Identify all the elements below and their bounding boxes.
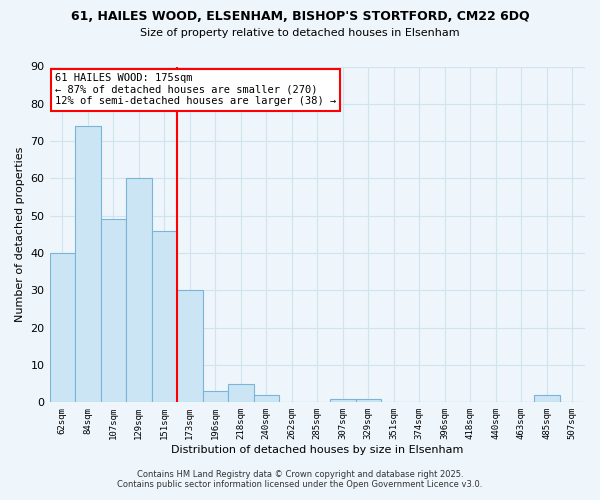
Y-axis label: Number of detached properties: Number of detached properties xyxy=(15,146,25,322)
Bar xyxy=(228,384,254,402)
Text: 61, HAILES WOOD, ELSENHAM, BISHOP'S STORTFORD, CM22 6DQ: 61, HAILES WOOD, ELSENHAM, BISHOP'S STOR… xyxy=(71,10,529,23)
Text: 61 HAILES WOOD: 175sqm
← 87% of detached houses are smaller (270)
12% of semi-de: 61 HAILES WOOD: 175sqm ← 87% of detached… xyxy=(55,73,336,106)
Bar xyxy=(254,395,279,402)
Text: Size of property relative to detached houses in Elsenham: Size of property relative to detached ho… xyxy=(140,28,460,38)
Bar xyxy=(126,178,152,402)
Text: Contains HM Land Registry data © Crown copyright and database right 2025.
Contai: Contains HM Land Registry data © Crown c… xyxy=(118,470,482,489)
Bar xyxy=(101,220,126,402)
Bar xyxy=(534,395,560,402)
Bar xyxy=(177,290,203,403)
Bar xyxy=(330,398,356,402)
Bar xyxy=(75,126,101,402)
Bar xyxy=(152,230,177,402)
Bar xyxy=(356,398,381,402)
X-axis label: Distribution of detached houses by size in Elsenham: Distribution of detached houses by size … xyxy=(171,445,463,455)
Bar xyxy=(50,253,75,402)
Bar xyxy=(203,391,228,402)
